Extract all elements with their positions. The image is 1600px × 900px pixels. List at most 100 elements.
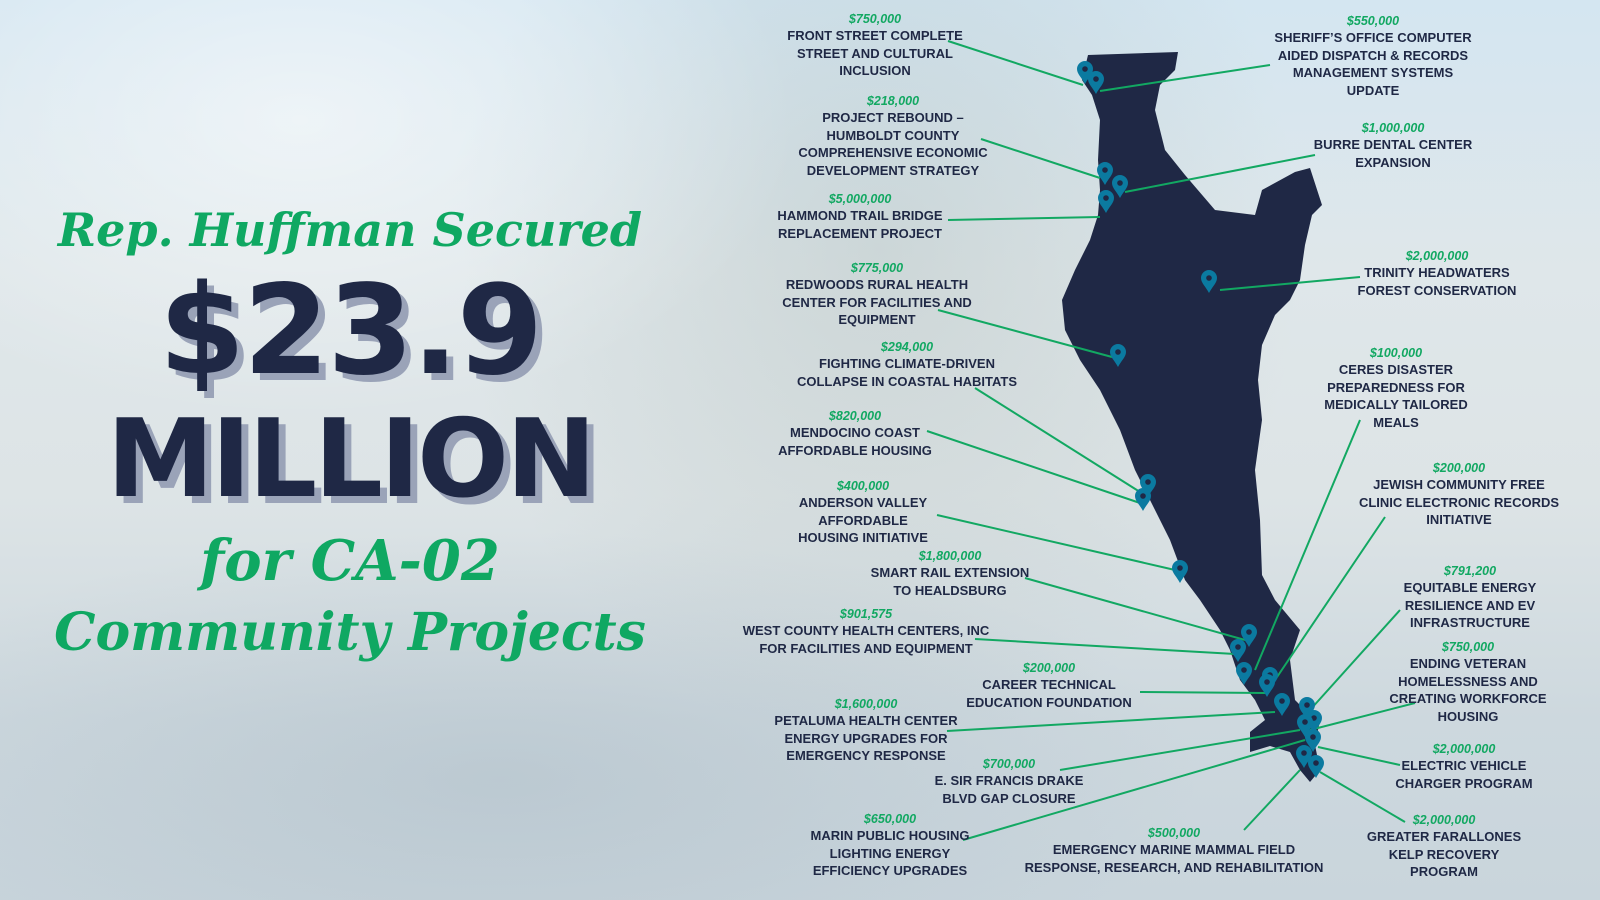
map-pin-icon <box>1201 270 1217 293</box>
project-amount: $2,000,000 <box>1412 813 1476 827</box>
project-amount: $1,600,000 <box>834 697 898 711</box>
map-pin-icon <box>1135 488 1151 511</box>
project-name: JEWISH COMMUNITY FREE CLINIC ELECTRONIC … <box>1358 477 1560 527</box>
map-pin-icon <box>1306 710 1322 733</box>
project-name: CERES DISASTER PREPAREDNESS FOR MEDICALL… <box>1324 362 1468 430</box>
map-pin-icon <box>1274 693 1290 716</box>
project-label: $100,000 CERES DISASTER PREPAREDNESS FOR … <box>1324 346 1468 431</box>
project-amount: $700,000 <box>982 757 1036 771</box>
map-pin-icon <box>1112 175 1128 198</box>
district-shape <box>1062 52 1322 782</box>
project-amount: $2,000,000 <box>1432 742 1496 756</box>
leader-line <box>962 739 1306 841</box>
project-amount: $901,575 <box>839 607 893 621</box>
leader-line <box>936 514 1176 571</box>
project-name: REDWOODS RURAL HEALTH CENTER FOR FACILIT… <box>782 277 972 327</box>
project-name: FRONT STREET COMPLETE STREET AND CULTURA… <box>787 28 963 78</box>
map-pin-icon <box>1241 624 1257 647</box>
leader-line <box>1274 516 1386 681</box>
project-amount: $400,000 <box>836 479 890 493</box>
leader-line <box>974 387 1141 493</box>
project-name: ANDERSON VALLEY AFFORDABLE HOUSING INITI… <box>798 495 928 545</box>
leader-line <box>1124 154 1316 193</box>
map-pin-icon <box>1230 639 1246 662</box>
project-amount: $500,000 <box>1147 826 1201 840</box>
leader-line <box>1219 276 1361 291</box>
leader-line <box>1099 64 1271 92</box>
headline-line5: Community Projects <box>54 602 646 663</box>
project-label: $500,000 EMERGENCY MARINE MAMMAL FIELD RE… <box>1025 826 1324 876</box>
project-label: $1,800,000 SMART RAIL EXTENSION TO HEALDS… <box>871 549 1030 599</box>
headline-line4: for CA-02 <box>200 528 500 594</box>
project-name: PROJECT REBOUND – HUMBOLDT COUNTY COMPRE… <box>798 110 988 178</box>
project-amount: $1,800,000 <box>918 549 982 563</box>
headline-unit: MILLION <box>106 397 597 522</box>
leader-line <box>1309 609 1401 711</box>
map-pin-icon <box>1297 714 1313 737</box>
headline-amount: $23.9 <box>158 259 543 403</box>
leader-line <box>947 216 1101 221</box>
project-label: $650,000 MARIN PUBLIC HOUSING LIGHTING EN… <box>811 812 970 880</box>
project-amount: $550,000 <box>1346 14 1400 28</box>
map-pin-icon <box>1305 729 1321 752</box>
project-amount: $100,000 <box>1369 346 1423 360</box>
map-pin-icon <box>1296 745 1312 768</box>
leader-line <box>926 430 1141 504</box>
project-name: SMART RAIL EXTENSION TO HEALDSBURG <box>870 565 1030 598</box>
project-label: $2,000,000 TRINITY HEADWATERS FOREST CONS… <box>1358 249 1517 299</box>
map-pin-icon <box>1088 71 1104 94</box>
leader-line <box>946 711 1276 732</box>
project-label: $2,000,000 GREATER FARALLONES KELP RECOVE… <box>1367 813 1521 881</box>
project-label: $750,000 FRONT STREET COMPLETE STREET AND… <box>787 12 963 80</box>
project-label: $218,000 PROJECT REBOUND – HUMBOLDT COUNT… <box>798 94 987 179</box>
project-label: $775,000 REDWOODS RURAL HEALTH CENTER FOR… <box>782 261 971 329</box>
map-pin-icon <box>1077 61 1093 84</box>
project-label: $294,000 FIGHTING CLIMATE-DRIVEN COLLAPSE… <box>797 340 1017 390</box>
leader-line <box>1139 691 1266 694</box>
project-label: $1,600,000 PETALUMA HEALTH CENTER ENERGY … <box>774 697 957 765</box>
project-name: ELECTRIC VEHICLE CHARGER PROGRAM <box>1395 758 1533 791</box>
project-name: FIGHTING CLIMATE-DRIVEN COLLAPSE IN COAS… <box>796 356 1018 389</box>
leader-line <box>1319 771 1406 823</box>
project-amount: $5,000,000 <box>828 192 892 206</box>
leader-line <box>980 138 1101 179</box>
project-label: $2,000,000 ELECTRIC VEHICLE CHARGER PROGR… <box>1395 742 1532 792</box>
leader-line <box>947 40 1084 86</box>
project-label: $820,000 MENDOCINO COAST AFFORDABLE HOUSI… <box>778 409 932 459</box>
project-amount: $791,200 <box>1443 564 1497 578</box>
project-name: TRINITY HEADWATERS FOREST CONSERVATION <box>1357 265 1517 298</box>
project-amount: $650,000 <box>863 812 917 826</box>
project-label: $750,000 ENDING VETERAN HOMELESSNESS AND … <box>1389 640 1546 725</box>
leader-line <box>1254 419 1361 671</box>
project-amount: $1,000,000 <box>1361 121 1425 135</box>
project-name: BURRE DENTAL CENTER EXPANSION <box>1313 137 1473 170</box>
project-label: $901,575 WEST COUNTY HEALTH CENTERS, INC … <box>743 607 990 657</box>
project-label: $791,200 EQUITABLE ENERGY RESILIENCE AND … <box>1404 564 1537 632</box>
headline-line1: Rep. Huffman Secured <box>57 203 643 257</box>
project-name: HAMMOND TRAIL BRIDGE REPLACEMENT PROJECT <box>777 208 943 241</box>
leader-line <box>937 309 1113 358</box>
project-amount: $775,000 <box>850 261 904 275</box>
leader-line <box>1024 577 1246 641</box>
project-name: CAREER TECHNICAL EDUCATION FOUNDATION <box>966 677 1132 710</box>
project-amount: $294,000 <box>880 340 934 354</box>
leader-line <box>1309 702 1416 731</box>
project-name: GREATER FARALLONES KELP RECOVERY PROGRAM <box>1366 829 1522 879</box>
map-pin-icon <box>1236 662 1252 685</box>
project-name: MENDOCINO COAST AFFORDABLE HOUSING <box>778 425 932 458</box>
project-label: $400,000 ANDERSON VALLEY AFFORDABLE HOUSI… <box>798 479 928 547</box>
project-amount: $820,000 <box>828 409 882 423</box>
project-label: $200,000 CAREER TECHNICAL EDUCATION FOUND… <box>966 661 1132 711</box>
project-label: $1,000,000 BURRE DENTAL CENTER EXPANSION <box>1314 121 1472 171</box>
project-name: EMERGENCY MARINE MAMMAL FIELD RESPONSE, … <box>1024 842 1324 875</box>
project-name: EQUITABLE ENERGY RESILIENCE AND EV INFRA… <box>1403 580 1537 630</box>
project-name: PETALUMA HEALTH CENTER ENERGY UPGRADES F… <box>774 713 958 763</box>
map-pin-icon <box>1140 474 1156 497</box>
map-pin-icon <box>1308 755 1324 778</box>
leader-line <box>1243 769 1301 831</box>
leader-line <box>1317 746 1401 766</box>
project-name: ENDING VETERAN HOMELESSNESS AND CREATING… <box>1389 656 1547 724</box>
project-amount: $218,000 <box>866 94 920 108</box>
map-pin-icon <box>1098 190 1114 213</box>
